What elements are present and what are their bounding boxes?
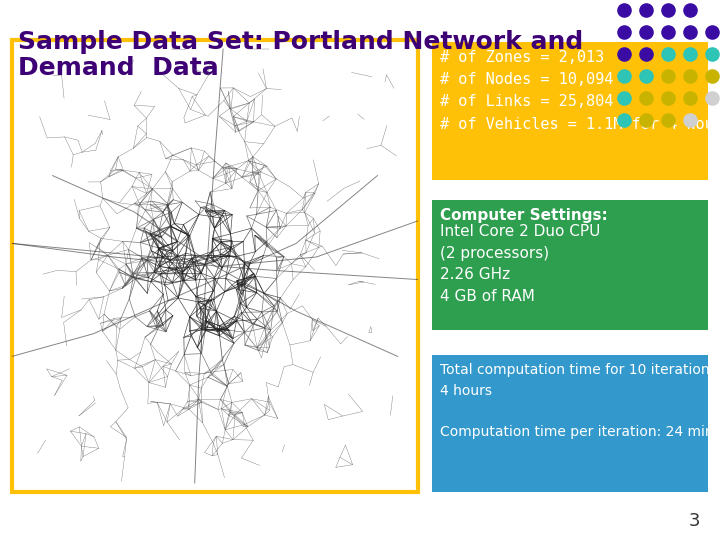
Point — [640, 116, 652, 124]
Point — [684, 72, 696, 80]
Bar — [432, 42, 708, 180]
Point — [706, 28, 718, 36]
Point — [684, 116, 696, 124]
Point — [618, 28, 630, 36]
Point — [618, 116, 630, 124]
Point — [662, 93, 674, 102]
Text: Sample Data Set: Portland Network and: Sample Data Set: Portland Network and — [18, 30, 583, 54]
Point — [706, 93, 718, 102]
Point — [662, 116, 674, 124]
Point — [662, 28, 674, 36]
Point — [618, 6, 630, 15]
Text: Intel Core 2 Duo CPU
(2 processors)
2.26 GHz
4 GB of RAM: Intel Core 2 Duo CPU (2 processors) 2.26… — [440, 224, 600, 304]
Point — [684, 6, 696, 15]
Point — [640, 93, 652, 102]
Text: Total computation time for 10 iterations:
4 hours

Computation time per iteratio: Total computation time for 10 iterations… — [440, 363, 720, 439]
Point — [684, 28, 696, 36]
Point — [618, 50, 630, 58]
Bar — [432, 355, 708, 492]
Point — [618, 72, 630, 80]
Point — [662, 6, 674, 15]
Point — [640, 72, 652, 80]
Point — [640, 28, 652, 36]
Point — [618, 93, 630, 102]
Point — [706, 72, 718, 80]
Point — [640, 50, 652, 58]
Point — [684, 93, 696, 102]
Point — [706, 50, 718, 58]
Text: 3: 3 — [688, 512, 700, 530]
Text: Demand  Data: Demand Data — [18, 56, 219, 80]
Bar — [12, 40, 418, 492]
Point — [662, 50, 674, 58]
Point — [662, 72, 674, 80]
Text: Computer Settings:: Computer Settings: — [440, 208, 608, 223]
Point — [684, 50, 696, 58]
Text: # of Zones = 2,013
# of Nodes = 10,094
# of Links = 25,804
# of Vehicles = 1.1M : # of Zones = 2,013 # of Nodes = 10,094 #… — [440, 50, 720, 132]
Bar — [432, 200, 708, 330]
Point — [640, 6, 652, 15]
